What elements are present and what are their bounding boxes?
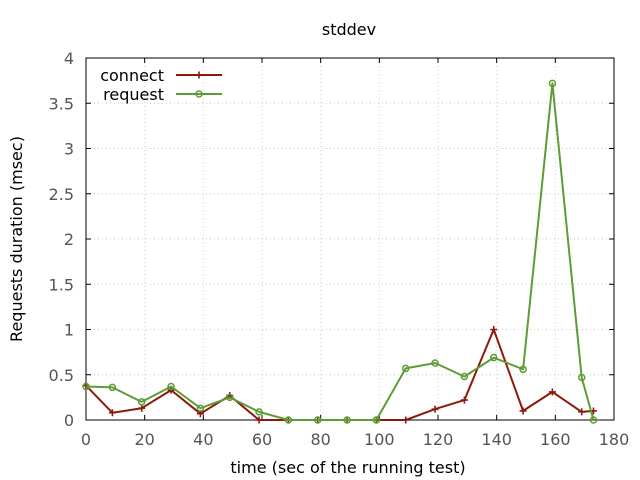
point-marker: [577, 373, 586, 382]
point-marker: [343, 416, 351, 424]
point-marker: [401, 364, 410, 373]
grid: [86, 58, 614, 420]
series-request: [82, 79, 598, 424]
point-marker: [589, 416, 598, 424]
series-line: [85, 82, 595, 421]
point-marker: [255, 416, 263, 424]
x-tick-label: 120: [423, 430, 454, 449]
x-tick-label: 40: [193, 430, 213, 449]
point-marker: [108, 383, 117, 392]
point-marker: [108, 409, 116, 417]
point-marker: [431, 359, 439, 367]
point-marker: [460, 396, 468, 404]
point-marker: [255, 408, 263, 416]
x-tick-label: 160: [540, 430, 571, 449]
axis-ticks: 0 20 40 60 80 100 120 140 160 180 0 0.5 1 1.5 2 2.5 3 3.5…: [49, 49, 630, 449]
chart-title: stddev: [322, 20, 376, 39]
y-tick-label: 3: [64, 140, 74, 159]
point-marker: [167, 382, 175, 391]
x-tick-label: 100: [364, 430, 395, 449]
y-tick-label: 0.5: [49, 366, 74, 385]
point-marker: [372, 416, 381, 424]
series-connect: [82, 326, 597, 424]
x-tick-label: 180: [599, 430, 630, 449]
point-marker: [196, 404, 205, 412]
series-group: [82, 79, 598, 424]
point-marker: [519, 407, 527, 415]
x-tick-label: 0: [81, 430, 91, 449]
legend-label: connect: [100, 66, 164, 85]
point-marker: [137, 398, 146, 406]
legend-item-request: request: [103, 85, 222, 104]
point-marker: [578, 408, 586, 416]
x-axis-label: time (sec of the running test): [230, 458, 465, 477]
x-tick-label: 20: [134, 430, 154, 449]
legend-label: request: [103, 85, 164, 104]
point-marker: [82, 382, 90, 391]
x-tick-label: 80: [310, 430, 330, 449]
point-marker: [460, 372, 469, 381]
point-marker: [313, 416, 322, 424]
point-marker: [195, 90, 203, 98]
point-marker: [225, 393, 234, 402]
x-tick-label: 140: [481, 430, 512, 449]
point-marker: [548, 388, 556, 396]
point-marker: [489, 353, 498, 362]
point-marker: [490, 326, 498, 333]
y-tick-label: 2: [64, 230, 74, 249]
y-tick-label: 0: [64, 411, 74, 430]
y-axis-label: Requests duration (msec): [7, 136, 26, 342]
point-marker: [402, 416, 410, 424]
point-marker: [195, 71, 203, 79]
point-marker: [431, 405, 439, 413]
y-tick-label: 2.5: [49, 185, 74, 204]
point-marker: [519, 365, 527, 374]
point-marker: [548, 79, 557, 88]
y-tick-label: 1: [64, 321, 74, 340]
y-tick-label: 1.5: [49, 275, 74, 294]
y-tick-label: 4: [64, 49, 74, 68]
x-tick-label: 60: [252, 430, 272, 449]
legend-item-connect: connect: [100, 66, 222, 85]
y-tick-label: 3.5: [49, 94, 74, 113]
point-marker: [138, 404, 146, 412]
point-marker: [284, 416, 293, 424]
